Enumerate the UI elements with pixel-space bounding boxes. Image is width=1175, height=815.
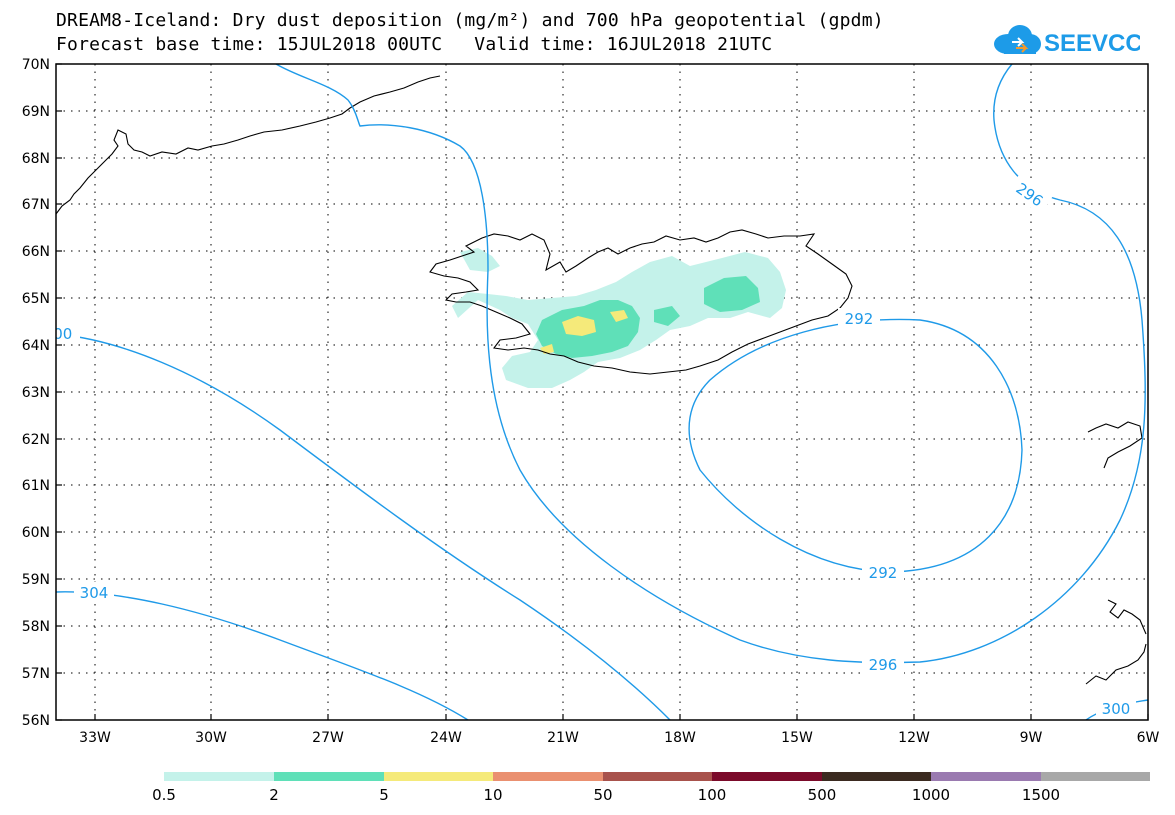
- dust-area-medium-3: [654, 306, 680, 326]
- contour-label: 300: [44, 325, 73, 343]
- lat-tick-label: 59N: [22, 572, 50, 588]
- greenland-coast: [55, 75, 441, 215]
- lon-tick-label: 9W: [1020, 730, 1043, 746]
- map-title: DREAM8-Iceland: Dry dust deposition (mg/…: [56, 10, 884, 31]
- contour-line-300-north: [275, 63, 1146, 664]
- legend-colorbar: [164, 772, 1150, 781]
- contour-label: 296: [869, 656, 898, 674]
- legend-label: 10: [483, 786, 502, 804]
- lat-tick-label: 61N: [22, 478, 50, 494]
- dust-area-light-2: [460, 248, 500, 272]
- valid-time: Valid time: 16JUL2018 21UTC: [474, 34, 773, 55]
- dust-deposition-field: [452, 248, 786, 388]
- lat-tick-label: 64N: [22, 338, 50, 354]
- geopotential-contours: [55, 63, 1149, 721]
- longitude-labels: 33W 30W 27W 24W 21W 18W 15W 12W 9W 6W: [79, 730, 1159, 746]
- legend-swatch: [1041, 772, 1150, 781]
- lat-tick-label: 66N: [22, 244, 50, 260]
- legend-swatch: [712, 772, 822, 781]
- lon-tick-label: 12W: [898, 730, 930, 746]
- lon-tick-label: 27W: [312, 730, 344, 746]
- lon-tick-label: 33W: [79, 730, 111, 746]
- contour-label: 292: [845, 310, 874, 328]
- lat-tick-label: 62N: [22, 432, 50, 448]
- lon-tick-label: 30W: [195, 730, 227, 746]
- contour-label: 304: [80, 584, 109, 602]
- tick-marks: [56, 63, 1149, 721]
- legend-label: 100: [698, 786, 727, 804]
- lat-tick-label: 69N: [22, 104, 50, 120]
- legend-label: 2: [269, 786, 279, 804]
- lat-tick-label: 57N: [22, 666, 50, 682]
- lon-tick-label: 24W: [430, 730, 462, 746]
- lat-tick-label: 63N: [22, 385, 50, 401]
- legend-label: 0.5: [152, 786, 176, 804]
- contour-line-300-south: [55, 333, 671, 721]
- dust-area-yellow: [562, 316, 596, 336]
- legend-swatch: [931, 772, 1041, 781]
- iceland-coast: [429, 229, 853, 375]
- lon-tick-label: 6W: [1137, 730, 1160, 746]
- contour-label-group: 296 292 292 296 300 304 300: [44, 173, 1136, 718]
- map-frame: [55, 63, 1149, 721]
- lat-tick-label: 56N: [22, 713, 50, 729]
- lat-tick-label: 70N: [22, 57, 50, 73]
- greenland-coast-east: [1087, 421, 1143, 469]
- lat-tick-label: 65N: [22, 291, 50, 307]
- lat-tick-label: 68N: [22, 151, 50, 167]
- time-info: Forecast base time: 15JUL2018 00UTC Valid…: [56, 34, 772, 55]
- contour-label: 300: [1102, 700, 1131, 718]
- contour-line-304: [55, 591, 469, 721]
- lat-tick-label: 60N: [22, 525, 50, 541]
- legend-swatch: [274, 772, 384, 781]
- lat-tick-label: 67N: [22, 197, 50, 213]
- legend-label: 1000: [912, 786, 950, 804]
- legend-labels: 0.5 2 5 10 50 100 500 1000 1500: [152, 786, 1060, 804]
- lat-tick-label: 58N: [22, 619, 50, 635]
- logo-text: SEEVCCC: [1044, 30, 1140, 57]
- faroe-islands: [1107, 599, 1147, 635]
- gridlines: [56, 64, 1148, 720]
- legend-label: 1500: [1022, 786, 1060, 804]
- lon-tick-label: 21W: [547, 730, 579, 746]
- forecast-base-time: Forecast base time: 15JUL2018 00UTC: [56, 34, 443, 55]
- legend-swatch: [493, 772, 603, 781]
- seevccc-logo: SEEVCCC: [994, 25, 1140, 57]
- contour-label: 292: [869, 564, 898, 582]
- latitude-labels: 70N 69N 68N 67N 66N 65N 64N 63N 62N 61N …: [22, 57, 50, 729]
- scotland-coast: [1085, 643, 1147, 685]
- legend-swatch: [384, 772, 493, 781]
- coastlines: [55, 75, 1147, 685]
- legend-label: 5: [379, 786, 389, 804]
- dust-area-medium: [704, 276, 760, 312]
- legend-label: 500: [808, 786, 837, 804]
- legend-swatch: [164, 772, 274, 781]
- lon-tick-label: 15W: [781, 730, 813, 746]
- legend-swatch: [603, 772, 712, 781]
- contour-line-292: [688, 318, 1023, 573]
- lon-tick-label: 18W: [664, 730, 696, 746]
- cloud-icon: [994, 25, 1041, 54]
- dust-area-yellow-2: [610, 310, 628, 322]
- legend-label: 50: [593, 786, 612, 804]
- legend-swatch: [822, 772, 931, 781]
